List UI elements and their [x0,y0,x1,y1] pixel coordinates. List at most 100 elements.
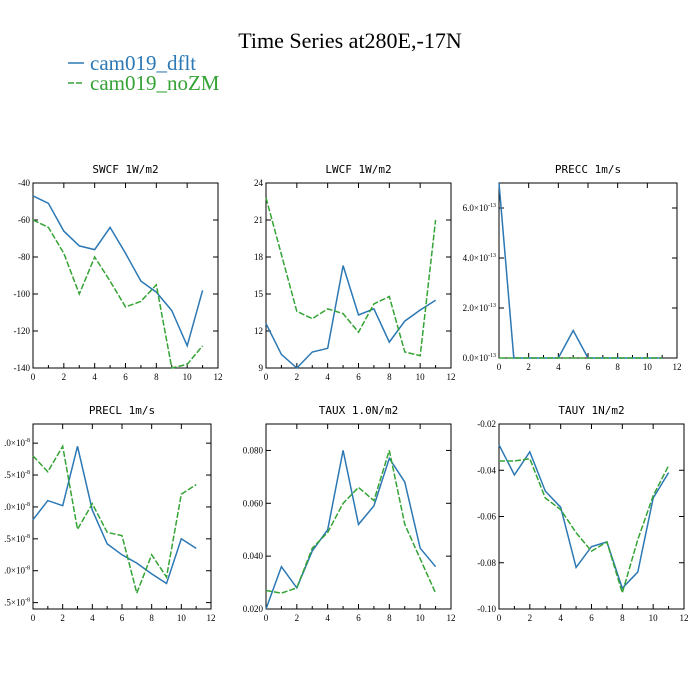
y-tick-label-lwcf: 9 [259,363,264,373]
y-tick-label-lwcf: 15 [254,289,264,299]
x-tick-label-precl: 12 [207,613,216,623]
x-tick-label-precl: 0 [31,613,36,623]
y-tick-label-taux: 0.020 [243,604,264,614]
x-tick-label-precc: 10 [643,362,653,372]
y-tick-label-tauy: -0.08 [477,558,496,568]
y-tick-label-lwcf: 18 [254,252,264,262]
y-tick-label-lwcf: 21 [254,215,263,225]
y-tick-label-precc: 4.0×10-13 [463,253,496,263]
x-tick-label-tauy: 12 [680,613,689,623]
x-tick-label-precc: 4 [556,362,561,372]
y-tick-label-lwcf: 24 [254,178,264,188]
panel-precc: PRECC 1m/s0 2 4 6 8 10 120.0×10-132.0×10-134.0… [463,163,682,372]
x-tick-label-tauy: 6 [589,613,594,623]
x-tick-label-lwcf: 4 [325,372,330,382]
legend-label-dflt: cam019_dflt [90,51,196,75]
y-tick-label-precc: 2.0×10-13 [463,303,496,313]
x-tick-label-swcf: 2 [62,372,67,382]
panel-taux: TAUX 1.0N/m2 0 2 4 6 8 10 12 0.020 0.040 0.060 0.08… [243,404,456,623]
x-tick-label-taux: 6 [356,613,361,623]
x-tick-label-precc: 2 [526,362,531,372]
y-tick-label-swcf: -40 [18,178,30,188]
x-tick-label-precc: 6 [586,362,591,372]
y-tick-mantissa-precc: 2.0×10 [463,303,489,313]
x-tick-label-precc: 12 [673,362,682,372]
series-line-nozm-lwcf [265,197,437,357]
x-tick-label-taux: 10 [416,613,426,623]
series-line-nozm-precl [32,444,197,596]
x-tick-label-taux: 8 [387,613,392,623]
y-tick-mantissa-precl: .5×10 [4,470,25,480]
y-tick-label-tauy: -0.10 [477,604,496,614]
y-tick-label-precl: .0×10-8 [4,502,30,512]
panel-title-lwcf: LWCF 1W/m2 [325,163,391,176]
y-tick-label-lwcf: 12 [254,326,263,336]
series-line-dflt-swcf [32,195,204,349]
y-tick-label-tauy: -0.06 [477,512,496,522]
series-line-dflt-precl [32,446,197,585]
y-tick-mantissa-precl: .0×10 [4,502,25,512]
y-tick-mantissa-precl: .5×10 [4,598,25,608]
x-tick-label-taux: 4 [325,613,330,623]
y-tick-label-precl: .5×10-8 [4,534,30,544]
x-tick-label-lwcf: 8 [387,372,392,382]
panel-swcf: SWCF 1W/m2 0 2 4 6 8 10 12 -140 -120 -100 -80 -60 -40 [14,163,223,382]
series-line-dflt-lwcf [265,265,437,370]
y-tick-label-precc: 0.0×10-13 [463,353,496,363]
series-line-nozm-swcf [32,219,204,369]
panel-tauy: TAUY 1N/m2 0 2 4 6 8 10 12 -0.10 -0.08 -0.06 -0.04 -… [477,404,688,623]
x-tick-label-precl: 8 [149,613,154,623]
y-tick-mantissa-precl: .5×10 [4,534,25,544]
panel-title-taux: TAUX 1.0N/m2 [319,404,398,417]
x-tick-label-precl: 6 [120,613,125,623]
y-tick-label-tauy: -0.04 [477,465,496,475]
y-tick-label-precl: .5×10-8 [4,470,30,480]
y-tick-label-tauy: -0.02 [477,419,496,429]
x-tick-label-precc: 0 [497,362,502,372]
y-tick-exponent-precc: -13 [488,253,496,259]
panel-title-tauy: TAUY 1N/m2 [558,404,624,417]
x-tick-label-tauy: 0 [497,613,502,623]
panel-precl: PRECL 1m/s0 2 4 6 8 10 12.5×10-8.0×10-8.5×10-8… [4,404,215,623]
x-tick-label-tauy: 4 [558,613,563,623]
y-tick-label-precc: 6.0×10-13 [463,203,496,213]
x-tick-label-taux: 2 [295,613,300,623]
y-tick-exponent-precl: -8 [25,534,30,540]
y-tick-exponent-precl: -8 [25,502,30,508]
legend: cam019_dflt cam019_noZM [68,51,220,95]
y-tick-exponent-precl: -8 [25,598,30,604]
series-line-nozm-taux [265,450,437,594]
x-tick-label-precl: 10 [177,613,187,623]
x-tick-label-lwcf: 0 [264,372,269,382]
y-tick-label-swcf: -140 [14,363,31,373]
x-tick-label-tauy: 8 [620,613,625,623]
y-tick-exponent-precl: -8 [25,566,30,572]
y-tick-label-taux: 0.040 [243,551,264,561]
x-tick-label-swcf: 12 [214,372,223,382]
x-tick-label-precl: 2 [60,613,65,623]
x-tick-label-swcf: 8 [154,372,159,382]
y-tick-label-precl: .0×10-8 [4,438,30,448]
y-tick-label-swcf: -60 [18,215,30,225]
y-tick-exponent-precc: -13 [488,303,496,309]
y-tick-exponent-precc: -13 [488,203,496,209]
y-tick-exponent-precc: -13 [488,353,496,359]
y-tick-label-precl: .0×10-8 [4,566,30,576]
x-tick-label-swcf: 10 [183,372,193,382]
y-tick-mantissa-precl: .0×10 [4,438,25,448]
y-tick-exponent-precl: -8 [25,470,30,476]
series-line-dflt-tauy [498,444,670,590]
x-tick-label-taux: 0 [264,613,269,623]
x-tick-label-precl: 4 [90,613,95,623]
x-tick-label-tauy: 2 [528,613,533,623]
x-tick-label-swcf: 4 [92,372,97,382]
panel-title-precl: PRECL 1m/s [89,404,155,417]
figure-title: Time Series at280E,-17N [238,28,462,53]
y-tick-label-taux: 0.060 [243,498,264,508]
series-line-nozm-tauy [499,457,670,596]
y-tick-label-taux: 0.080 [243,445,264,455]
panel-title-precc: PRECC 1m/s [555,163,621,176]
